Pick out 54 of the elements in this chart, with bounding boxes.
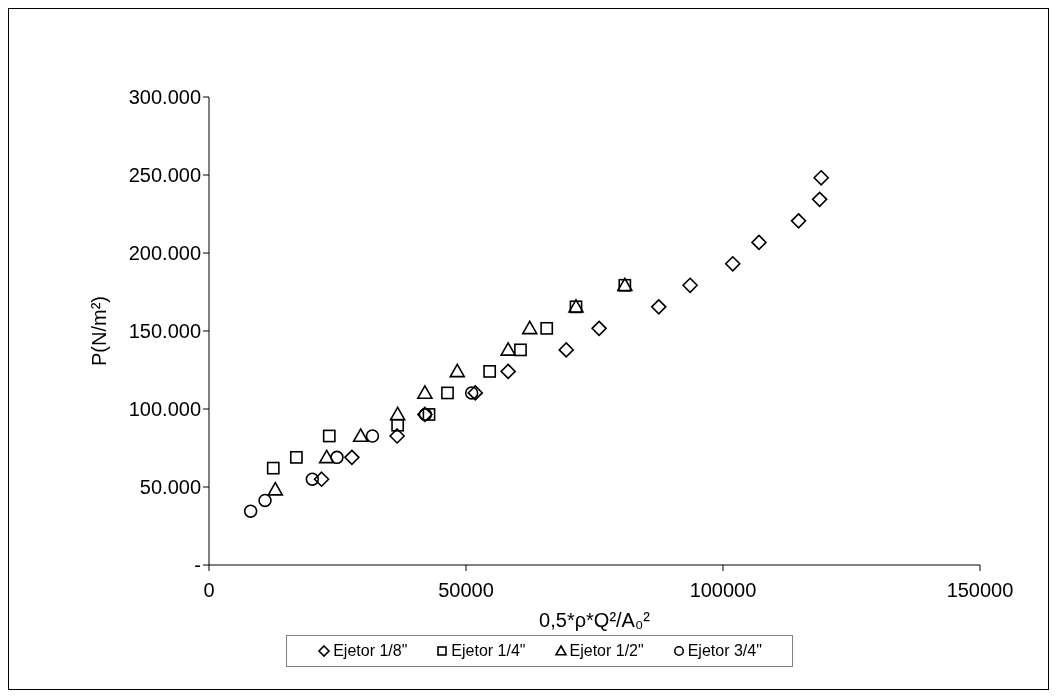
point	[318, 449, 335, 464]
point	[540, 321, 554, 335]
point	[266, 461, 280, 475]
point	[558, 342, 575, 358]
y-tick-label: 250.000	[128, 164, 201, 187]
point	[344, 449, 360, 466]
point	[322, 429, 336, 443]
y-tick-label: 300.000	[128, 86, 201, 109]
legend-label: Ejetor 1/4"	[451, 642, 526, 660]
point	[267, 481, 284, 496]
point	[464, 386, 479, 400]
legend-label: Ejetor 1/2"	[569, 642, 644, 660]
point	[514, 343, 527, 357]
point	[243, 504, 258, 518]
point	[483, 365, 497, 378]
point	[391, 418, 405, 432]
point	[813, 170, 829, 186]
y-axis-title: P(N/m²)	[88, 296, 111, 366]
point	[389, 428, 405, 444]
x-tick-label: 100000	[689, 579, 757, 602]
point	[305, 472, 320, 486]
y-tick-label: 100.000	[128, 398, 201, 421]
legend-label: Ejetor 3/4"	[687, 642, 762, 660]
point	[365, 429, 380, 443]
point	[790, 213, 807, 229]
point	[352, 428, 369, 443]
y-tick-label: -	[194, 554, 201, 577]
point	[449, 363, 466, 378]
point	[330, 450, 344, 465]
point	[258, 493, 272, 508]
point	[389, 406, 406, 421]
point	[724, 255, 741, 272]
x-tick-label: 0	[203, 579, 215, 602]
x-tick-label: 50000	[438, 579, 494, 602]
point	[467, 385, 484, 401]
legend-label: Ejetor 1/8"	[333, 642, 408, 660]
x-tick-label: 150000	[946, 579, 1014, 602]
point	[500, 363, 516, 380]
y-tick-label: 50.000	[139, 476, 201, 499]
y-tick-label: 200.000	[128, 242, 201, 265]
point	[521, 320, 538, 335]
point	[591, 320, 607, 337]
point	[417, 385, 433, 399]
point	[751, 234, 767, 251]
point	[289, 450, 303, 464]
point	[682, 277, 698, 294]
point	[500, 342, 516, 356]
point	[811, 191, 828, 208]
x-axis-title: 0,5*ρ*Q²/A₀²	[539, 609, 651, 631]
point	[313, 471, 330, 487]
point	[441, 386, 454, 400]
point	[422, 408, 436, 421]
point	[650, 299, 667, 315]
y-tick-label: 150.000	[128, 320, 201, 343]
